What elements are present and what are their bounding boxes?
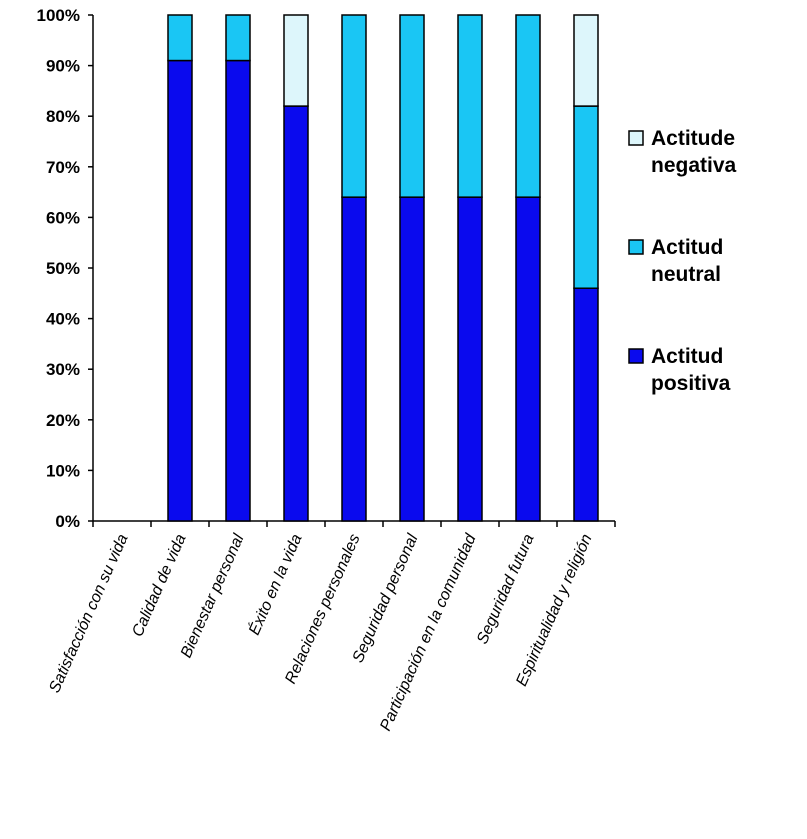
bar-segment — [399, 196, 425, 522]
legend-label: negativa — [651, 154, 737, 177]
bar-segment — [167, 59, 193, 522]
category-label: Éxito en la vida — [244, 531, 306, 638]
bar-segment — [457, 196, 483, 522]
bar-segment — [457, 14, 483, 198]
y-tick-label: 0% — [55, 512, 80, 531]
bar-segment — [573, 105, 599, 289]
x-axis — [92, 520, 616, 527]
y-tick-label: 40% — [46, 310, 80, 329]
y-tick-label: 80% — [46, 107, 80, 126]
y-tick-label: 60% — [46, 208, 80, 227]
category-label: Satisfacción con su vida — [46, 532, 131, 696]
category-label: Seguridad personal — [350, 531, 422, 665]
bar-segment — [573, 14, 599, 107]
bars — [167, 14, 599, 522]
y-axis: 0% 10% 20% 30% 40% 50% 60% 70% 80% 90% 100% — [37, 6, 94, 531]
bar-segment — [283, 105, 309, 522]
bar-segment — [515, 14, 541, 198]
y-tick-label: 90% — [46, 57, 80, 76]
legend-label: neutral — [651, 263, 721, 286]
bar-segment — [341, 14, 367, 198]
y-tick-label: 30% — [46, 360, 80, 379]
bar-segment — [399, 14, 425, 198]
legend-swatch — [628, 348, 644, 364]
y-tick-label: 70% — [46, 158, 80, 177]
bar-segment — [225, 59, 251, 522]
bar-segment — [573, 287, 599, 522]
legend: Actitude negativa Actitud neutral Actitud pos… — [628, 127, 737, 395]
y-tick-label: 20% — [46, 411, 80, 430]
bar-segment — [515, 196, 541, 522]
legend-label: positiva — [651, 372, 731, 395]
category-label: Seguridad futura — [474, 532, 538, 647]
y-tick-label: 100% — [37, 6, 80, 25]
y-tick-label: 50% — [46, 259, 80, 278]
bar-segment — [341, 196, 367, 522]
legend-label: Actitude — [651, 127, 735, 150]
legend-label: Actitud — [651, 345, 723, 368]
legend-label: Actitud — [651, 236, 723, 259]
category-label: Bienestar personal — [178, 531, 248, 660]
legend-swatch — [628, 130, 644, 146]
bar-segment — [167, 14, 193, 62]
bar-segment — [225, 14, 251, 62]
legend-swatch — [628, 239, 644, 255]
y-tick-label: 10% — [46, 461, 80, 480]
category-label: Calidad de vida — [129, 532, 189, 640]
bar-segment — [283, 14, 309, 107]
